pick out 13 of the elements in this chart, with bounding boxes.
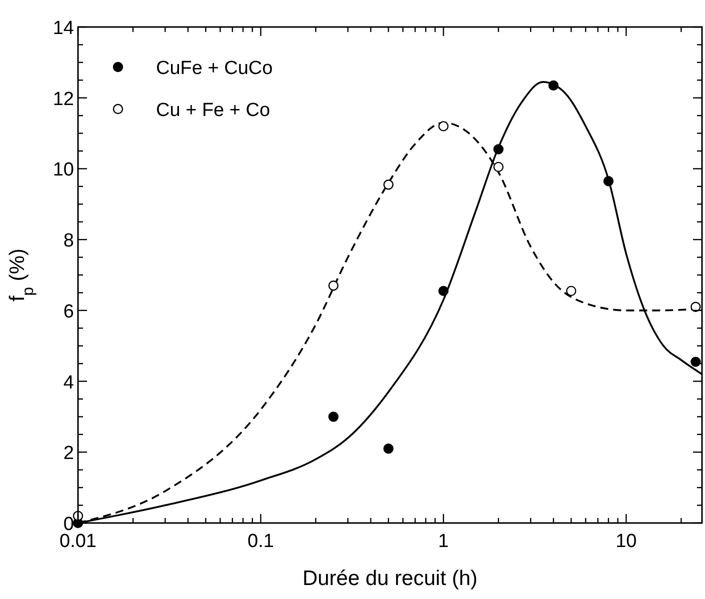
legend-label: Cu + Fe + Co	[156, 100, 270, 121]
y-tick-label: 4	[63, 372, 74, 394]
y-tick-label: 6	[63, 301, 74, 322]
x-tick-label: 1	[438, 531, 449, 552]
y-tick-label: 10	[52, 160, 74, 181]
y-tick-label: 12	[52, 88, 74, 110]
legend-label: CuFe + CuCo	[156, 58, 273, 79]
y-tick-label: 8	[63, 230, 74, 252]
x-tick-label: 0.1	[248, 531, 274, 552]
x-tick-label: 10	[616, 531, 637, 552]
y-tick-label: 14	[52, 18, 74, 39]
y-tick-label: 2	[63, 443, 74, 464]
x-axis-title: Durée du recuit (h)	[302, 567, 478, 590]
